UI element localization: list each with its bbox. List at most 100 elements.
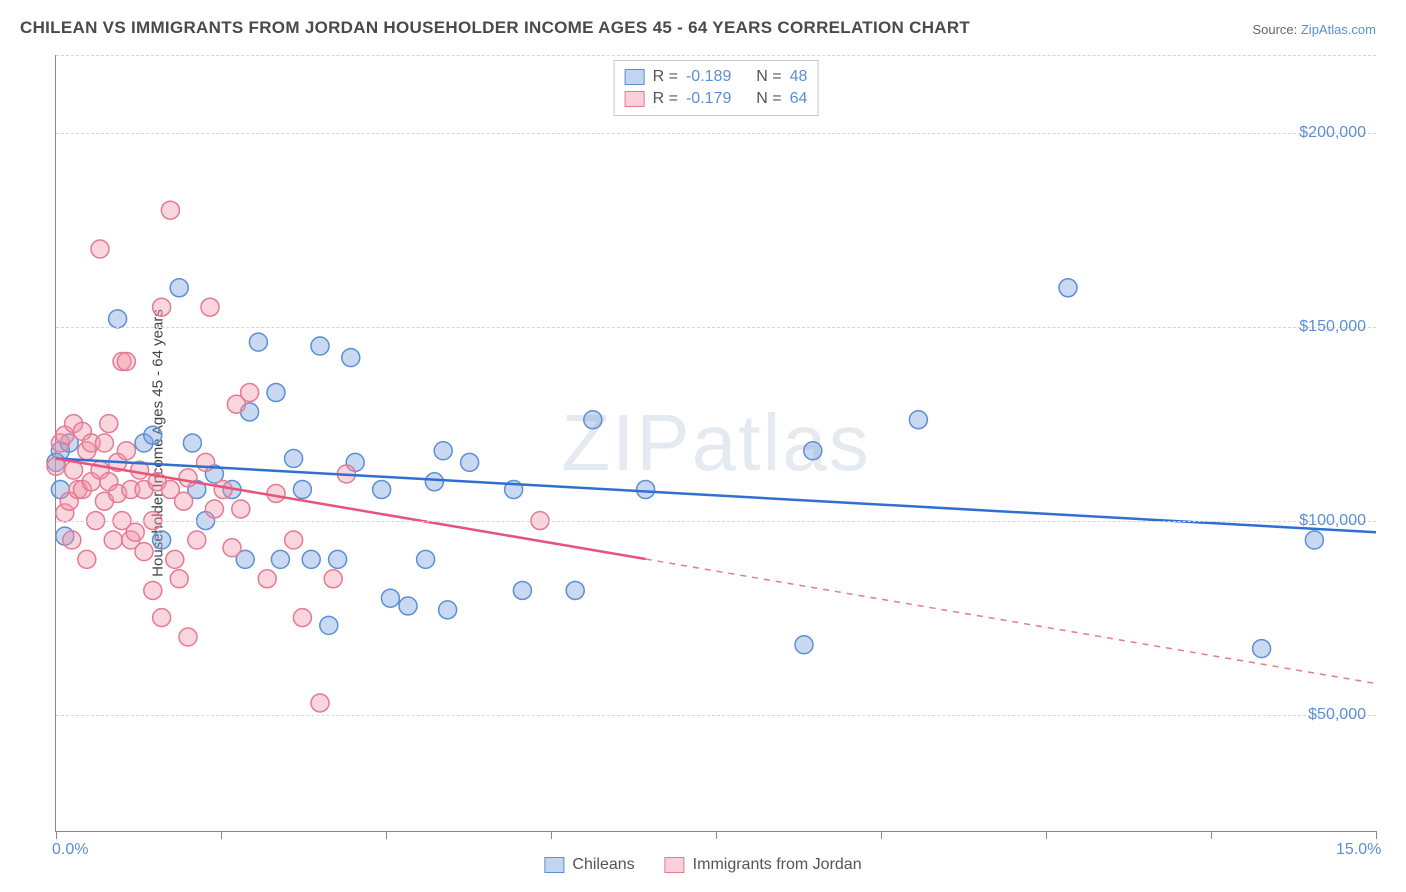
gridline: [56, 133, 1376, 134]
gridline: [56, 521, 1376, 522]
x-tick: [551, 831, 552, 839]
data-point: [909, 411, 927, 429]
data-point: [188, 531, 206, 549]
data-point: [258, 570, 276, 588]
data-point: [95, 434, 113, 452]
data-point: [434, 442, 452, 460]
x-tick: [386, 831, 387, 839]
data-point: [795, 636, 813, 654]
x-tick: [221, 831, 222, 839]
data-point: [302, 550, 320, 568]
data-point: [214, 481, 232, 499]
swatch-pink-icon: [665, 857, 685, 873]
data-point: [179, 628, 197, 646]
data-point: [1253, 640, 1271, 658]
data-point: [126, 523, 144, 541]
x-tick: [1211, 831, 1212, 839]
data-point: [513, 581, 531, 599]
data-point: [399, 597, 417, 615]
data-point: [417, 550, 435, 568]
data-point: [153, 531, 171, 549]
y-tick-label: $200,000: [1299, 124, 1366, 142]
data-point: [161, 201, 179, 219]
data-point: [144, 581, 162, 599]
plot-area: Householder Income Ages 45 - 64 years ZI…: [55, 55, 1376, 832]
gridline: [56, 327, 1376, 328]
legend-label-chileans: Chileans: [572, 856, 634, 874]
data-point: [175, 492, 193, 510]
source-attribution: Source: ZipAtlas.com: [1252, 22, 1376, 37]
swatch-blue-icon: [544, 857, 564, 873]
data-point: [183, 434, 201, 452]
data-point: [461, 453, 479, 471]
x-tick-label: 0.0%: [52, 841, 88, 859]
data-point: [232, 500, 250, 518]
data-point: [293, 481, 311, 499]
legend-item-chileans: Chileans: [544, 856, 634, 874]
data-point: [329, 550, 347, 568]
y-tick-label: $100,000: [1299, 512, 1366, 530]
data-point: [285, 531, 303, 549]
data-point: [117, 442, 135, 460]
data-point: [285, 450, 303, 468]
data-point: [584, 411, 602, 429]
chart-container: CHILEAN VS IMMIGRANTS FROM JORDAN HOUSEH…: [0, 0, 1406, 892]
y-tick-label: $50,000: [1308, 706, 1366, 724]
data-point: [179, 469, 197, 487]
data-point: [425, 473, 443, 491]
data-point: [804, 442, 822, 460]
data-point: [117, 353, 135, 371]
data-point: [381, 589, 399, 607]
data-point: [197, 453, 215, 471]
data-point: [223, 539, 241, 557]
data-point: [311, 337, 329, 355]
data-point: [144, 426, 162, 444]
legend-item-jordan: Immigrants from Jordan: [665, 856, 862, 874]
trend-line-extrapolated: [646, 559, 1376, 684]
data-point: [320, 616, 338, 634]
data-point: [324, 570, 342, 588]
data-point: [373, 481, 391, 499]
data-point: [205, 500, 223, 518]
data-point: [1305, 531, 1323, 549]
data-point: [166, 550, 184, 568]
gridline: [56, 715, 1376, 716]
data-point: [311, 694, 329, 712]
data-point: [249, 333, 267, 351]
data-point: [78, 550, 96, 568]
source-link[interactable]: ZipAtlas.com: [1301, 22, 1376, 37]
data-point: [342, 349, 360, 367]
data-point: [439, 601, 457, 619]
data-point: [104, 531, 122, 549]
x-tick-label: 15.0%: [1336, 841, 1381, 859]
y-tick-label: $150,000: [1299, 318, 1366, 336]
x-tick: [881, 831, 882, 839]
data-point: [293, 609, 311, 627]
x-tick: [716, 831, 717, 839]
data-point: [267, 484, 285, 502]
data-point: [63, 531, 81, 549]
data-point: [100, 415, 118, 433]
gridline: [56, 55, 1376, 56]
data-point: [170, 279, 188, 297]
data-point: [1059, 279, 1077, 297]
data-point: [637, 481, 655, 499]
data-point: [91, 240, 109, 258]
data-point: [271, 550, 289, 568]
data-point: [153, 609, 171, 627]
bottom-legend: Chileans Immigrants from Jordan: [544, 856, 861, 874]
data-point: [566, 581, 584, 599]
data-point: [153, 298, 171, 316]
x-tick: [1376, 831, 1377, 839]
legend-label-jordan: Immigrants from Jordan: [693, 856, 862, 874]
chart-title: CHILEAN VS IMMIGRANTS FROM JORDAN HOUSEH…: [20, 18, 970, 38]
data-point: [109, 310, 127, 328]
x-tick: [1046, 831, 1047, 839]
x-tick: [56, 831, 57, 839]
data-point: [267, 384, 285, 402]
data-point: [170, 570, 188, 588]
source-prefix: Source:: [1252, 22, 1300, 37]
data-point: [135, 543, 153, 561]
data-point: [201, 298, 219, 316]
data-point: [241, 384, 259, 402]
